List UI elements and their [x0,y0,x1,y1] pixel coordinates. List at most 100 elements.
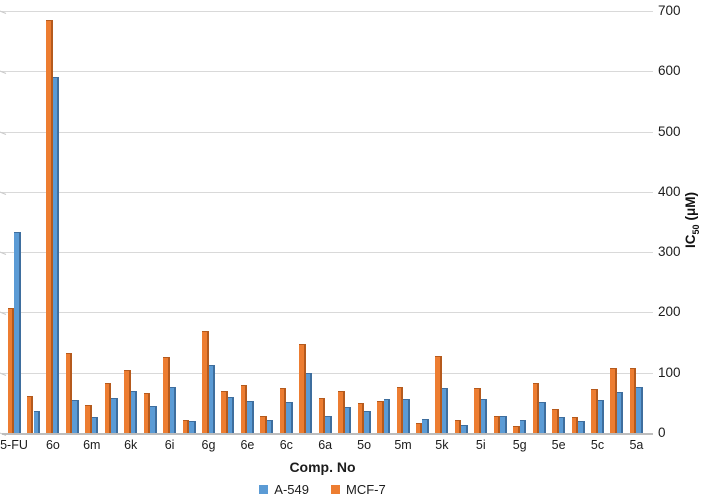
x-tick-label-6o: 6o [45,438,60,452]
bar-mcf7-cat14 [260,416,267,433]
legend-label-mcf7: MCF-7 [345,482,386,497]
y-axis-title-subscript: 50 [690,224,701,235]
bar-mcf7-cat22 [415,423,423,433]
bar-a549-6i [169,387,177,433]
bar-a549-5e [558,417,566,433]
legend-label-a549: A-549 [274,482,309,497]
bar-mcf7-5-FU [7,308,14,433]
bar-a549-5k [441,388,449,433]
x-tick-label-5-FU: 5-FU [0,438,28,452]
gridline-600 [2,71,653,73]
bar-mcf7-5g [513,426,520,433]
bar-mcf7-6a [318,398,326,433]
bar-mcf7-cat24 [454,420,462,433]
bar-mcf7-cat4 [65,353,73,433]
y-tick-label-200: 200 [658,304,681,320]
bar-mcf7-5i [474,388,481,433]
legend-item-mcf7: MCF-7 [330,482,386,497]
bar-a549-cat22 [422,419,429,433]
legend-item-a549: A-549 [259,482,309,497]
bar-mcf7-6e [240,385,248,433]
bar-mcf7-cat12 [221,391,228,433]
bar-mcf7-cat30 [571,417,578,433]
bar-a549-6o [52,77,60,433]
bar-a549-cat8 [150,406,157,433]
bar-a549-5c [597,400,604,433]
gridline-100 [2,372,653,374]
bar-a549-6m [91,417,99,433]
bar-a549-cat28 [539,402,546,433]
bar-mcf7-cat18 [338,391,345,433]
bar-a549-6c [286,402,293,433]
bar-mcf7-6o [46,20,53,433]
y-axis-title-base: IC [683,234,699,249]
bar-a549-cat12 [227,397,235,433]
bar-mcf7-cat16 [299,344,306,433]
bar-a549-cat10 [189,421,196,433]
bar-mcf7-6m [85,405,92,433]
bar-mcf7-cat26 [493,416,501,433]
y-tick-label-600: 600 [658,63,681,79]
bar-mcf7-cat10 [182,420,189,433]
y-axis-title-unit: (μM) [683,191,699,221]
x-tick-label-5a: 5a [629,438,644,452]
gridline-300 [2,252,653,254]
gridline-700 [2,11,653,12]
y-tick-label-100: 100 [658,364,681,380]
x-tick-label-6e: 6e [240,438,255,452]
x-tick-label-5e: 5e [551,438,566,452]
bar-a549-5a [636,387,643,433]
x-tick-label-6c: 6c [279,438,293,452]
bar-a549-5o [364,411,371,433]
x-tick-label-6g: 6g [201,438,216,452]
x-tick-label-6m: 6m [83,438,101,452]
bar-mcf7-cat2 [26,396,34,433]
bar-mcf7-6c [279,388,287,433]
bar-mcf7-6g [202,331,209,433]
x-tick-label-5g: 5g [512,438,527,452]
bar-a549-cat20 [383,399,391,433]
y-tick-label-700: 700 [658,3,681,18]
bar-a549-cat26 [500,416,507,433]
bar-mcf7-6i [163,357,170,433]
gridline-500 [2,131,653,133]
bar-a549-cat24 [461,425,468,433]
y-tick-label-300: 300 [658,244,681,260]
y-axis-title: IC50 (μM) [683,192,701,248]
bar-a549-cat14 [266,420,274,433]
bar-mcf7-6k [124,370,131,433]
y-tick-label-0: 0 [658,425,666,440]
x-tick-label-5i: 5i [475,438,486,452]
bar-a549-5g [519,420,527,433]
bar-a549-cat16 [305,373,313,433]
bar-a549-6g [208,365,215,433]
bar-mcf7-5o [357,403,365,433]
bar-a549-cat30 [578,421,585,433]
bar-mcf7-cat6 [104,383,112,433]
gridline-200 [2,312,653,314]
x-tick-label-6k: 6k [124,438,138,452]
bar-mcf7-5a [629,368,637,433]
gridline-400 [2,191,653,193]
bar-a549-5-FU [14,232,21,433]
bar-mcf7-cat8 [143,393,151,433]
legend-swatch-mcf7 [330,485,340,494]
x-tick-label-5m: 5m [394,438,412,452]
legend: A-549 MCF-7 [0,482,645,497]
bar-mcf7-5c [591,389,598,433]
bar-a549-cat6 [111,398,118,433]
x-axis-line [2,433,653,435]
x-tick-label-5o: 5o [357,438,372,452]
bar-a549-cat4 [72,400,79,433]
bar-mcf7-5k [435,356,442,433]
x-tick-label-6a: 6a [318,438,333,452]
bar-mcf7-cat28 [532,383,540,433]
bar-mcf7-5m [396,387,403,433]
bar-a549-cat32 [616,392,624,433]
x-tick-label-6i: 6i [164,438,175,452]
bar-a549-6e [247,401,254,433]
x-tick-label-5c: 5c [590,438,605,452]
bar-a549-cat18 [344,407,352,433]
bar-a549-5i [480,399,488,433]
